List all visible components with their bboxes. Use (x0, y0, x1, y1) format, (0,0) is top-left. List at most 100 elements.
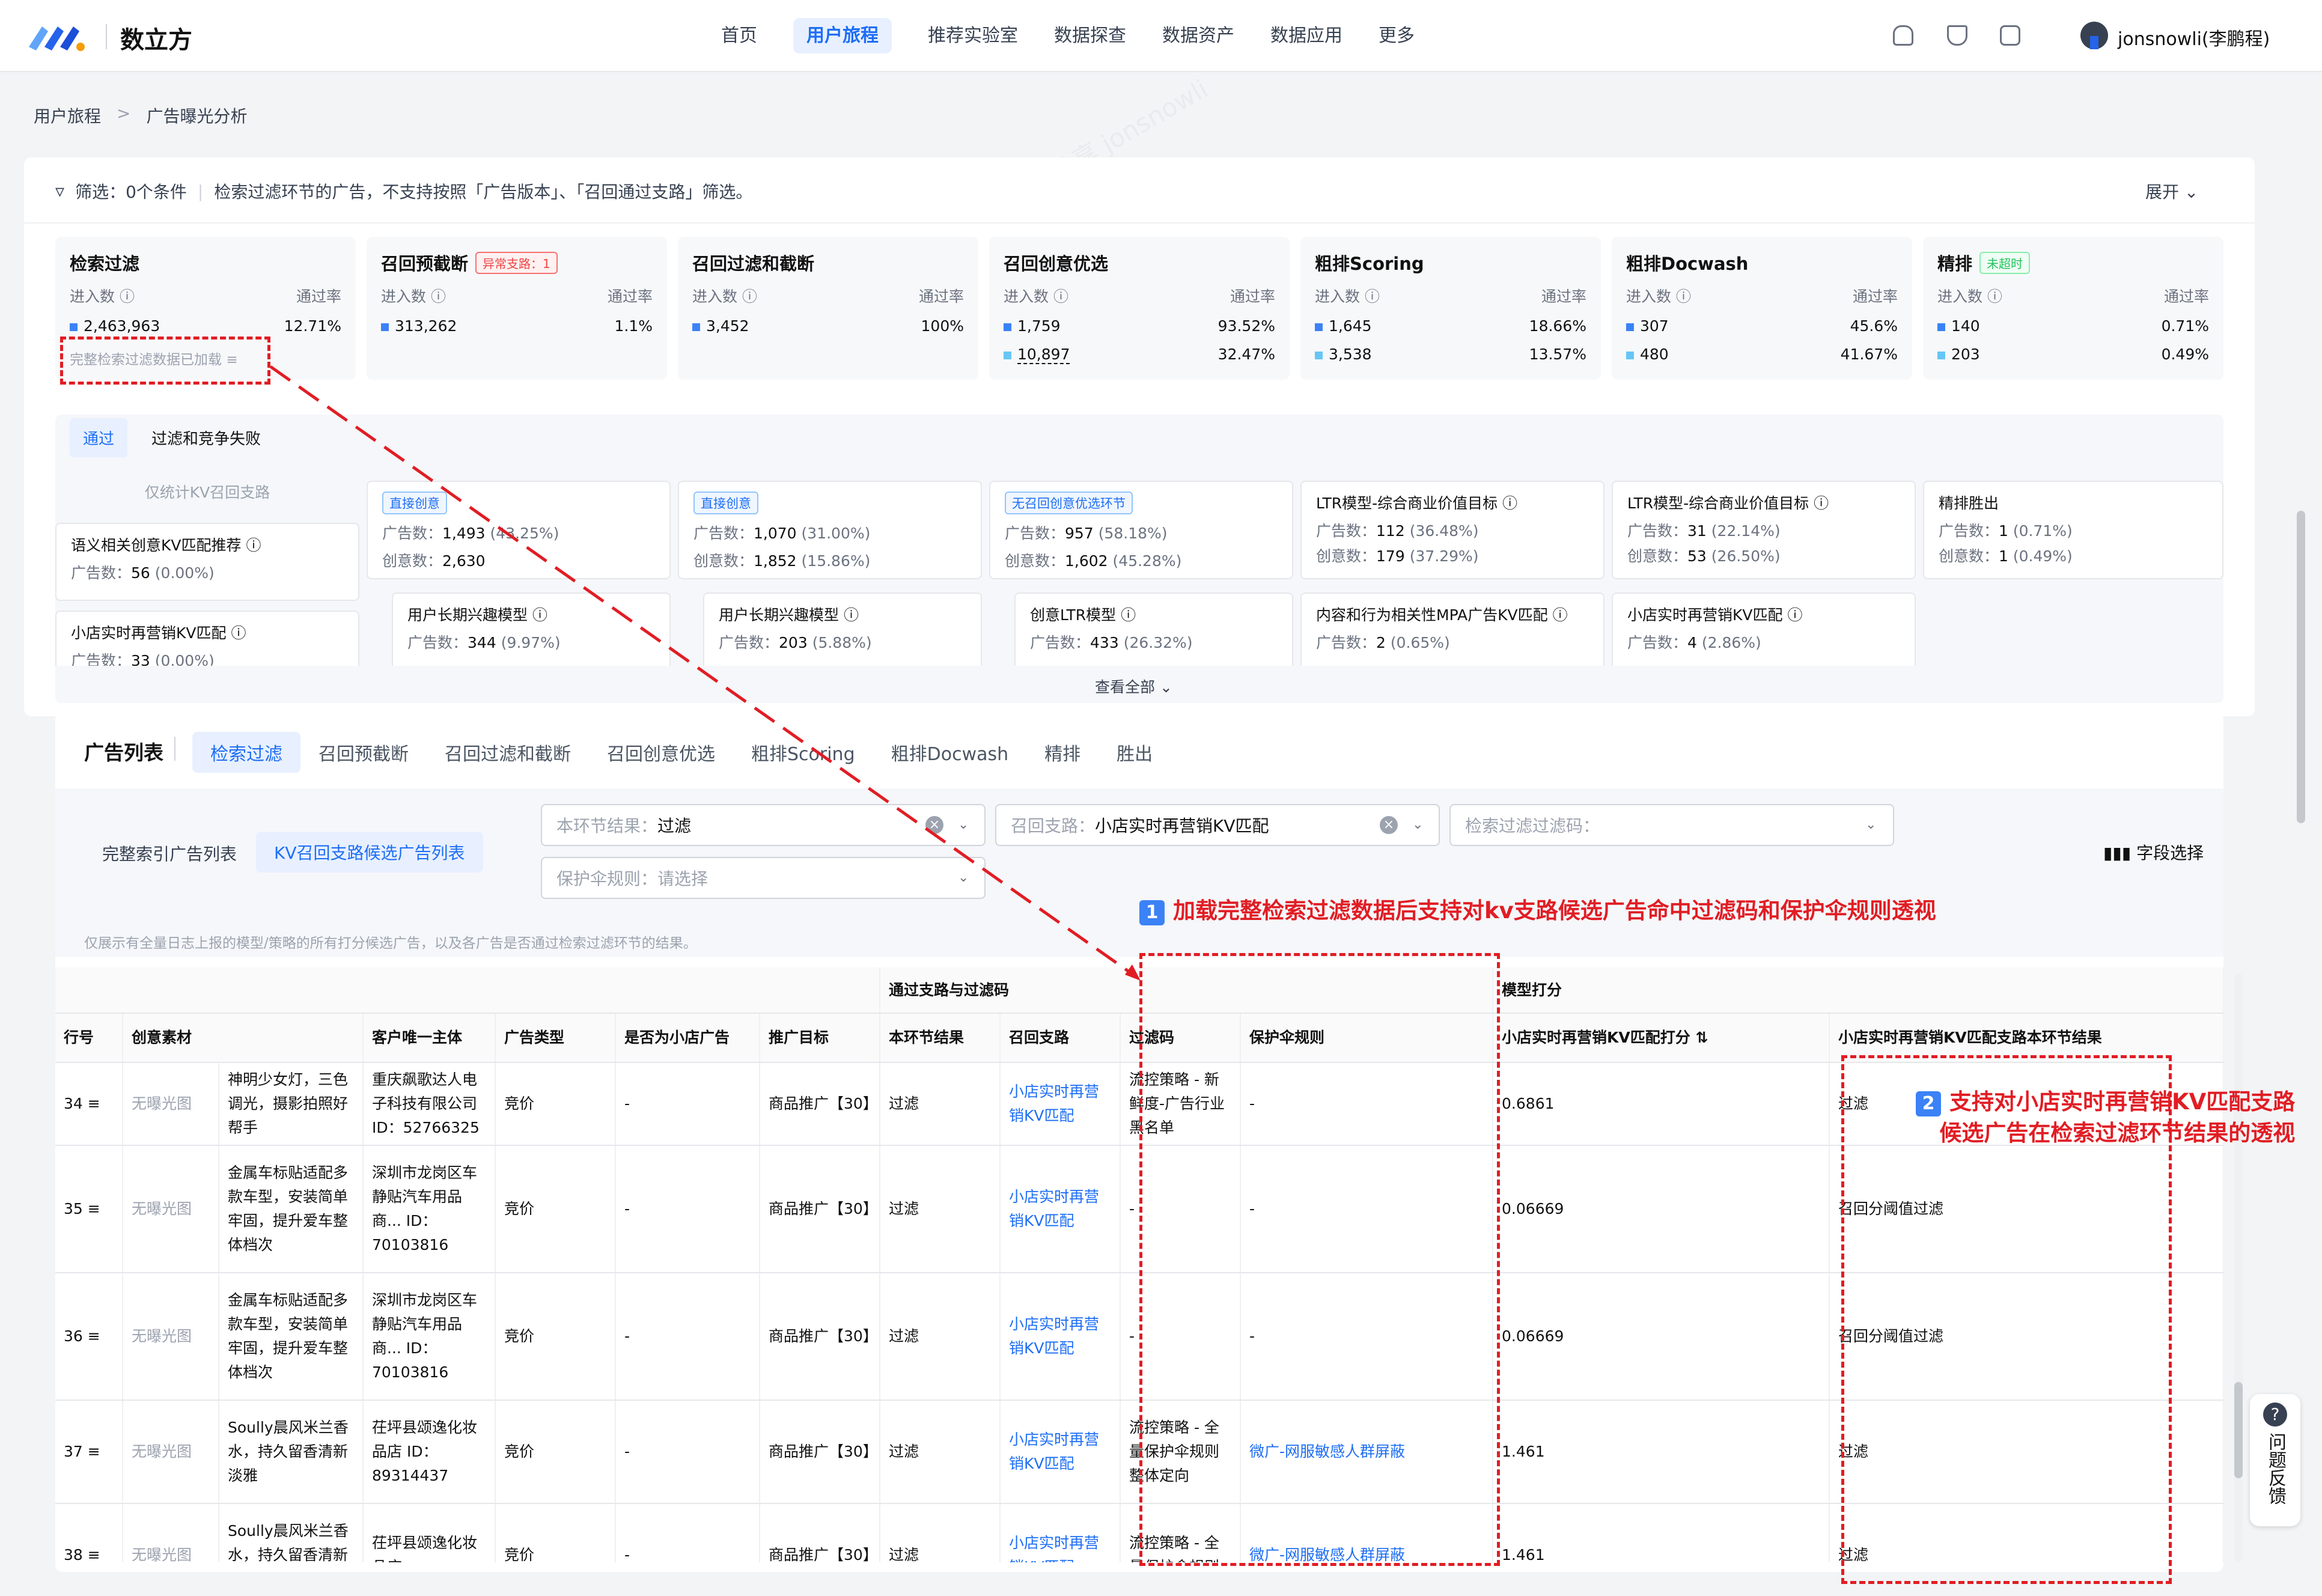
chevron-down-icon[interactable]: ⌄ (958, 870, 969, 885)
stage-card[interactable]: 召回创意优选 进入数 ⓘ 通过率 1,759 93.52% 10,897 32.47% (989, 237, 1290, 380)
filter-code-select[interactable]: 检索过滤过滤码： (1449, 804, 1894, 846)
expand-row-icon[interactable]: ≡ (87, 1327, 100, 1345)
kv-result: 召回分阈值过滤 (1829, 1145, 2223, 1273)
tab-pass[interactable]: 通过 (70, 418, 128, 457)
label: 广告数： (407, 634, 468, 651)
nav-more[interactable]: 更多 (1379, 25, 1415, 46)
breadcrumb-item[interactable]: 用户旅程 (34, 106, 102, 126)
tab-recall-filter[interactable]: 召回过滤和截断 (445, 744, 571, 765)
tab-fail[interactable]: 过滤和竞争失败 (151, 430, 261, 448)
branch-card[interactable]: LTR模型-综合商业价值目标 ⓘ 广告数：112 (36.48%) 创意数：17… (1300, 481, 1604, 579)
recall-branch-select[interactable]: 召回支路： 小店实时再营销KV匹配 (995, 804, 1440, 846)
scrollbar-thumb[interactable] (2234, 1382, 2243, 1478)
branch-card[interactable]: 直接创意 广告数：1,493 (43.25%) 创意数：2,630 (367, 481, 671, 579)
expand-row-icon[interactable]: ≡ (87, 1200, 100, 1217)
branch-card[interactable]: 用户长期兴趣模型 ⓘ 广告数：203 (5.88%) (703, 592, 982, 666)
shield-icon[interactable] (1947, 25, 1967, 46)
branch-card[interactable]: 内容和行为相关性MPA广告KV匹配 ⓘ 广告数：2 (0.65%) (1300, 592, 1604, 666)
col-header-kv-score[interactable]: 小店实时再营销KV匹配打分 ⇅ (1493, 1013, 1830, 1063)
branch-card[interactable]: 小店实时再营销KV匹配 ⓘ 广告数：4 (2.86%) (1612, 592, 1916, 666)
user-name[interactable]: jonsnowli(李鹏程) (2118, 29, 2270, 50)
nav-data-assets[interactable]: 数据资产 (1162, 25, 1234, 46)
umbrella-rule-link[interactable]: 微广-网服敏感人群屏蔽 (1240, 1400, 1494, 1504)
tab-rough-scoring[interactable]: 粗排Scoring (751, 744, 855, 765)
bell-icon[interactable] (1893, 25, 1913, 46)
nav-recommend-lab[interactable]: 推荐实验室 (928, 25, 1018, 46)
branch-card[interactable]: 语义相关创意KV匹配推荐 ⓘ 广告数：56 (0.00%) (55, 523, 359, 601)
recall-branch-link[interactable]: 小店实时再营销KV匹配 (1000, 1273, 1121, 1401)
nav-home[interactable]: 首页 (721, 25, 757, 46)
tab-retrieval-filter[interactable]: 检索过滤 (192, 732, 300, 773)
label: 广告数： (719, 634, 779, 651)
recall-branch-link[interactable]: 小店实时再营销KV匹配 (1000, 1062, 1121, 1146)
value: 31 (1687, 522, 1707, 540)
branch-card[interactable]: 无召回创意优选环节 广告数：957 (58.18%) 创意数：1,602 (45… (989, 481, 1293, 579)
table-row[interactable]: 38 ≡ 无曝光图 Soully晨风米兰香水，持久留香清新淡雅 茌坪县颂逸化妆品… (55, 1503, 2223, 1562)
branch-card[interactable]: 精排胜出 广告数：1 (0.71%) 创意数：1 (0.49%) (1923, 481, 2223, 579)
stage-rate-label: 通过率 (2163, 288, 2209, 305)
creative-image-placeholder: 无曝光图 (123, 1273, 219, 1401)
umbrella-rule-link[interactable]: 微广-网服敏感人群屏蔽 (1240, 1503, 1494, 1562)
stage-card[interactable]: 召回过滤和截断 进入数 ⓘ 通过率 3,452 100% (678, 237, 978, 380)
creative-image-placeholder: 无曝光图 (123, 1503, 219, 1562)
filter-bar[interactable]: ▿ 筛选：0个条件 | 检索过滤环节的广告，不支持按照「广告版本」、「召回通过支… (55, 179, 752, 203)
branch-card-title: 语义相关创意KV匹配推荐 (71, 537, 242, 554)
clear-icon[interactable]: × (1380, 816, 1398, 834)
recall-branch-link[interactable]: 小店实时再营销KV匹配 (1000, 1145, 1121, 1273)
tab-winner[interactable]: 胜出 (1117, 744, 1153, 765)
table-header-row: 行号 创意素材 客户唯一主体 广告类型 是否为小店广告 推广目标 本环节结果 召… (55, 1013, 2223, 1063)
branch-cards: 语义相关创意KV匹配推荐 ⓘ 广告数：56 (0.00%) 小店实时再营销KV匹… (55, 481, 2223, 666)
branch-card[interactable]: 用户长期兴趣模型 ⓘ 广告数：344 (9.97%) (392, 592, 671, 666)
tab-rough-docwash[interactable]: 粗排Docwash (891, 744, 1009, 765)
page-scrollbar-thumb[interactable] (2297, 511, 2305, 823)
percent: (0.00%) (154, 652, 215, 666)
view-all-button[interactable]: 查看全部 ⌄ (1095, 675, 1172, 697)
document-icon[interactable] (2000, 25, 2020, 46)
stage-card[interactable]: 召回预截断 异常支路：1 进入数 ⓘ 通过率 313,262 1.1% (367, 237, 667, 380)
branch-card[interactable]: LTR模型-综合商业价值目标 ⓘ 广告数：31 (22.14%) 创意数：53 … (1612, 481, 1916, 579)
nav-user-journey[interactable]: 用户旅程 (775, 0, 910, 72)
stage-card[interactable]: 粗排Scoring 进入数 ⓘ 通过率 1,645 18.66% 3,538 13.5… (1300, 237, 1601, 380)
stage-rate: 13.57% (1529, 346, 1586, 363)
kv-score: 1.461 (1493, 1503, 1830, 1562)
col-header-customer: 客户唯一主体 (363, 1013, 496, 1063)
field-select-button[interactable]: ▮▮▮ 字段选择 (2103, 840, 2204, 864)
col-header-kv-result: 小店实时再营销KV匹配支路本环节结果 (1829, 1013, 2223, 1063)
stage-card[interactable]: 检索过滤 进入数 ⓘ 通过率 2,463,963 12.71% 完整检索过滤数据已加… (55, 237, 356, 380)
table-row[interactable]: 34 ≡ 无曝光图 神明少女灯，三色调光，摄影拍照好帮手 重庆飙歌达人电子科技有… (55, 1062, 2223, 1146)
avatar[interactable] (2080, 22, 2108, 49)
help-icon: ⓘ (1552, 606, 1568, 624)
stage-card[interactable]: 粗排Docwash 进入数 ⓘ 通过率 307 45.6% 480 41.67% (1612, 237, 1912, 380)
nav-data-explore[interactable]: 数据探查 (1054, 25, 1126, 46)
recall-branch-link[interactable]: 小店实时再营销KV匹配 (1000, 1400, 1121, 1504)
subtab-kv-candidates[interactable]: KV召回支路候选广告列表 (256, 832, 483, 873)
stage-result-select[interactable]: 本环节结果： 过滤 (541, 804, 986, 846)
chevron-down-icon[interactable]: ⌄ (1412, 817, 1424, 832)
expand-button[interactable]: 展开 ⌄ (2145, 179, 2198, 203)
stack-icon[interactable]: ≡ (226, 352, 238, 368)
table-row[interactable]: 35 ≡ 无曝光图 金属车标贴适配多款车型，安装简单牢固，提升爱车整体档次 深圳… (55, 1145, 2223, 1273)
feedback-button[interactable]: ? 问题反馈 (2250, 1394, 2300, 1526)
stage-value: 140 (1951, 317, 1980, 335)
branch-card[interactable]: 小店实时再营销KV匹配 ⓘ 广告数：33 (0.00%) (55, 611, 359, 666)
expand-row-icon[interactable]: ≡ (87, 1095, 100, 1112)
sort-icon[interactable]: ⇅ (1695, 1029, 1708, 1046)
subtab-full-index[interactable]: 完整索引广告列表 (102, 844, 237, 864)
expand-row-icon[interactable]: ≡ (87, 1546, 100, 1562)
expand-row-icon[interactable]: ≡ (87, 1443, 100, 1460)
chevron-down-icon[interactable]: ⌄ (1865, 817, 1877, 832)
tab-fine-rank[interactable]: 精排 (1044, 744, 1081, 765)
chevron-down-icon[interactable]: ⌄ (958, 817, 969, 832)
recall-branch-link[interactable]: 小店实时再营销KV匹配 (1000, 1503, 1121, 1562)
legend-square-icon (1937, 323, 1945, 331)
stage-card[interactable]: 精排 未超时 进入数 ⓘ 通过率 140 0.71% 203 0.49% (1923, 237, 2223, 380)
tab-recall-creative[interactable]: 召回创意优选 (607, 744, 715, 765)
kv-result: 召回分阈值过滤 (1829, 1273, 2223, 1401)
nav-data-apps[interactable]: 数据应用 (1270, 25, 1342, 46)
help-icon: ⓘ (1814, 495, 1829, 512)
branch-card[interactable]: 直接创意 广告数：1,070 (31.00%) 创意数：1,852 (15.86… (678, 481, 982, 579)
umbrella-rule-select[interactable]: 保护伞规则： 请选择 (541, 857, 986, 899)
tab-recall-precut[interactable]: 召回预截断 (318, 744, 409, 765)
branch-card[interactable]: 创意LTR模型 ⓘ 广告数：433 (26.32%) (1014, 592, 1293, 666)
table-row[interactable]: 37 ≡ 无曝光图 Soully晨风米兰香水，持久留香清新淡雅 茌坪县颂逸化妆品… (55, 1400, 2223, 1504)
